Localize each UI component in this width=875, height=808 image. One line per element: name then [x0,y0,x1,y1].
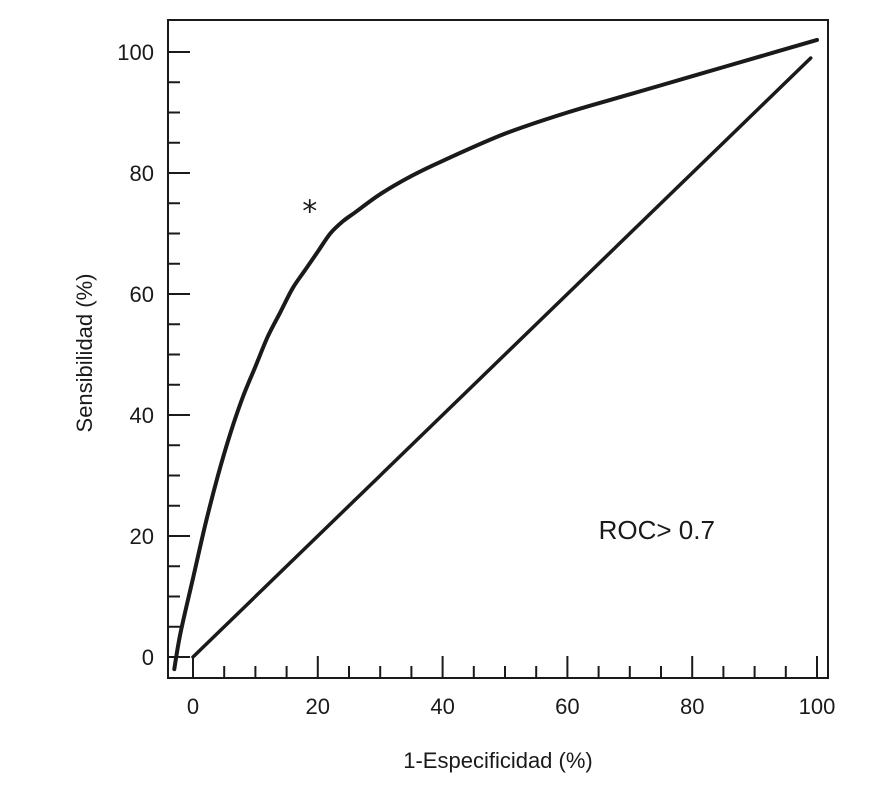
reference-diagonal-line [191,56,813,659]
y-tick-label: 20 [130,524,154,549]
y-tick-label: 100 [117,40,154,65]
y-tick-label: 60 [130,282,154,307]
x-tick-label: 80 [680,694,704,719]
x-axis-label: 1-Especificidad (%) [403,748,593,773]
roc-annotation: ROC> 0.7 [599,515,715,545]
x-major-ticks [192,656,818,678]
x-tick-label: 100 [799,694,836,719]
y-minor-ticks [168,81,180,628]
y-tick-label: 40 [130,403,154,428]
annotation-layer: ROC> 0.7 * [302,194,715,545]
x-tick-label: 0 [187,694,199,719]
x-minor-ticks [223,666,787,678]
y-axis-label: Sensibilidad (%) [72,274,97,433]
roc-curve [172,37,819,672]
x-tick-labels: 0 20 40 60 80 100 [187,694,835,719]
y-major-ticks [168,51,190,658]
x-tick-label: 20 [306,694,330,719]
asterisk-marker: * [302,194,317,229]
plot-frame [167,19,829,679]
x-tick-label: 60 [555,694,579,719]
series-layer [172,37,819,672]
y-tick-labels: 0 20 40 60 80 100 [117,40,154,670]
x-tick-label: 40 [430,694,454,719]
y-tick-label: 0 [142,645,154,670]
y-tick-label: 80 [130,161,154,186]
